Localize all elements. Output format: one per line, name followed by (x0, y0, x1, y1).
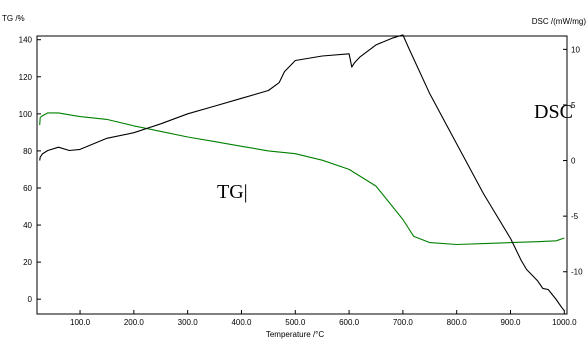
x-tick-label: 400.0 (231, 318, 252, 327)
tg-series-line (39, 112, 565, 246)
x-tick-label: 300.0 (178, 318, 199, 327)
x-tick-label: 500.0 (285, 318, 306, 327)
left-tick-label: 140 (19, 36, 33, 45)
annotation-tg: TG| (217, 181, 248, 203)
left-tick-label: 40 (23, 221, 32, 230)
left-tick-label: 20 (23, 258, 32, 267)
left-axis-label: TG /% (2, 14, 25, 23)
right-tick-label: 10 (571, 45, 580, 54)
x-tick-label: 800.0 (447, 318, 468, 327)
x-tick-label: 200.0 (124, 318, 145, 327)
annotation-dsc: DSC (534, 101, 573, 123)
left-tick-label: 60 (23, 184, 32, 193)
right-tick-label: 5 (571, 101, 576, 110)
x-tick-label: 600.0 (339, 318, 360, 327)
left-tick-label: 100 (19, 110, 33, 119)
right-tick-label: -10 (571, 268, 583, 277)
x-tick-label: 700.0 (393, 318, 414, 327)
right-axis-ticks: -10 -5 0 5 10 (563, 45, 583, 277)
left-tick-label: 80 (23, 147, 32, 156)
left-tick-label: 120 (19, 73, 33, 82)
right-tick-label: -5 (571, 212, 579, 221)
x-tick-label: 1000.0 (552, 318, 577, 327)
x-tick-label: 900.0 (500, 318, 521, 327)
dsc-series-line (39, 34, 565, 312)
x-axis-label: Temperature /°C (266, 330, 325, 339)
right-tick-label: 0 (571, 157, 576, 166)
right-axis-label: DSC /(mW/mg) (532, 17, 587, 26)
left-axis-ticks: 0 20 40 60 80 100 120 140 (19, 36, 41, 304)
x-axis-ticks: 100.0 200.0 300.0 400.0 500.0 600.0 700.0 800.0… (70, 310, 577, 327)
plot-frame (36, 35, 568, 315)
left-tick-label: 0 (28, 295, 33, 304)
series-layer (39, 34, 565, 312)
x-tick-label: 100.0 (70, 318, 91, 327)
